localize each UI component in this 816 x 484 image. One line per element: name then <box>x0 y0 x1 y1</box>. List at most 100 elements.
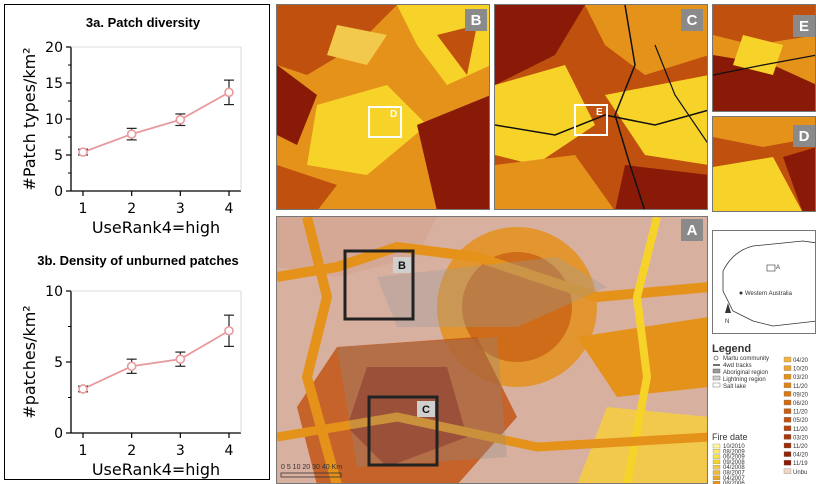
fire-date-swatch <box>712 480 721 484</box>
fire-date-swatch <box>712 459 721 465</box>
scale-bar-label: 0 5 10 20 30 40 Km <box>281 464 342 471</box>
legend-item-label: Aboriginal region <box>723 370 768 376</box>
legend-symbol <box>712 382 721 388</box>
legend-item-label: Martu community <box>723 356 769 362</box>
fire-date-label: 10/2010 <box>723 444 745 450</box>
fire-date-label: 06/2009 <box>723 455 745 461</box>
panel-label-c: C <box>681 9 703 31</box>
fire-date-label: 11/20 <box>793 384 808 390</box>
fire-date-label: 04/20 <box>793 453 809 459</box>
map-a-image: B C 0 5 10 20 30 40 Km <box>277 217 707 483</box>
fire-date-label: 09/2008 <box>723 460 745 466</box>
locator-map-image: Western Australia A N <box>722 240 815 327</box>
svg-text:N: N <box>725 319 729 325</box>
fire-date-swatch <box>712 443 721 449</box>
map-legend: Legend Fire date Martu community 4wd trac… <box>712 340 816 484</box>
fire-date-label: 05/20 <box>793 418 809 424</box>
fire-date-swatch <box>783 382 792 388</box>
inset-box-d <box>368 106 402 138</box>
y-tick-label: 10 <box>45 284 63 300</box>
x-tick-label: 4 <box>225 443 234 459</box>
x-tick-label: 4 <box>225 201 234 217</box>
fire-date-swatch <box>783 374 792 380</box>
x-tick-label: 2 <box>127 201 136 217</box>
map-panel-b: D B <box>276 4 490 210</box>
series-line <box>82 91 230 153</box>
fire-date-swatch <box>712 449 721 454</box>
fire-date-label: 11/20 <box>793 427 808 433</box>
y-axis-label: #Patch types/km² <box>20 47 39 190</box>
legend-item-label: 4wd tracks <box>723 363 752 369</box>
overview-box-b <box>343 249 415 321</box>
y-tick-label: 5 <box>54 148 63 164</box>
fire-date-swatch <box>712 465 721 470</box>
map-panel-d: D <box>712 116 816 212</box>
inset-box-e <box>574 104 608 136</box>
svg-text:A: A <box>776 265 780 271</box>
y-tick-label: 0 <box>54 184 63 200</box>
chart-unburned-density: 3b. Density of unburned patches 0 5 10 1 2 3 4… <box>20 253 242 479</box>
locator-label: Western Australia <box>745 291 793 297</box>
fire-date-swatch <box>783 434 792 440</box>
fire-date-swatch <box>783 425 792 431</box>
x-axis-label: UseRank4=high <box>92 460 220 479</box>
chart-patch-diversity: 3a. Patch diversity 0 5 10 15 20 1 2 3 4 UseRank4… <box>20 15 242 237</box>
chart-title: 3a. Patch diversity <box>86 15 201 30</box>
data-point <box>224 87 234 98</box>
scale-bar <box>280 472 342 478</box>
data-point <box>126 361 137 372</box>
x-axis-label: UseRank4=high <box>92 218 220 237</box>
data-point <box>126 129 137 139</box>
data-point <box>78 147 88 157</box>
fire-date-label: 11/20 <box>793 410 808 416</box>
fire-date-label: 06/20 <box>793 401 809 407</box>
panel-label-e: E <box>793 15 815 37</box>
legend-item-label: Lightning region <box>723 377 766 383</box>
fire-date-label: 09/20 <box>793 392 809 398</box>
locator-map: Western Australia A N <box>712 230 816 334</box>
map-panel-e: E <box>712 4 816 112</box>
data-point <box>224 325 234 336</box>
fire-date-label: 10/20 <box>793 367 809 373</box>
north-arrow-icon <box>725 303 731 313</box>
map-panel-c: E C <box>494 4 708 210</box>
fire-date-swatch <box>712 475 721 480</box>
panel-label-b: B <box>465 9 487 31</box>
x-tick-label: 3 <box>176 201 185 217</box>
fire-date-swatch <box>783 391 792 397</box>
fire-date-label: 11/19 <box>793 461 808 467</box>
fire-date-label: 08/2009 <box>723 449 745 455</box>
fire-date-swatch <box>783 417 792 423</box>
map-panel-a: B C 0 5 10 20 30 40 Km A <box>276 216 708 484</box>
fire-date-swatch <box>783 399 792 406</box>
x-tick-label: 1 <box>79 443 88 459</box>
y-tick-label: 10 <box>45 112 63 128</box>
fire-date-label: 08/2007 <box>723 471 745 477</box>
overview-box-c <box>367 395 439 467</box>
x-tick-label: 1 <box>79 201 88 217</box>
fire-date-swatch <box>783 442 792 449</box>
data-point <box>78 384 88 394</box>
map-b-image: D <box>277 5 489 209</box>
fire-date-swatch <box>783 451 792 457</box>
fire-date-swatch <box>783 468 792 474</box>
x-tick-label: 2 <box>127 443 136 459</box>
series-line <box>82 329 230 390</box>
inset-label-d: D <box>390 109 397 120</box>
fire-date-label: 11/20 <box>793 444 808 450</box>
charts-panel: 3a. Patch diversity 0 5 10 15 20 1 2 3 4 UseRank4… <box>4 4 270 480</box>
fire-date-label: 04/2007 <box>723 476 745 482</box>
fire-date-swatch <box>783 460 792 466</box>
legend-symbol <box>713 355 719 361</box>
fire-date-swatch <box>712 454 721 459</box>
fire-date-swatch <box>783 356 792 363</box>
overview-label-c: C <box>422 404 430 416</box>
fire-date-label: Unbu <box>793 470 807 476</box>
legend-symbol <box>712 368 721 374</box>
y-tick-label: 0 <box>54 426 63 442</box>
x-tick-label: 3 <box>176 443 185 459</box>
fire-date-label: 04/20 <box>793 358 809 364</box>
fire-date-label: 03/20 <box>793 375 809 381</box>
y-tick-label: 20 <box>45 40 63 56</box>
